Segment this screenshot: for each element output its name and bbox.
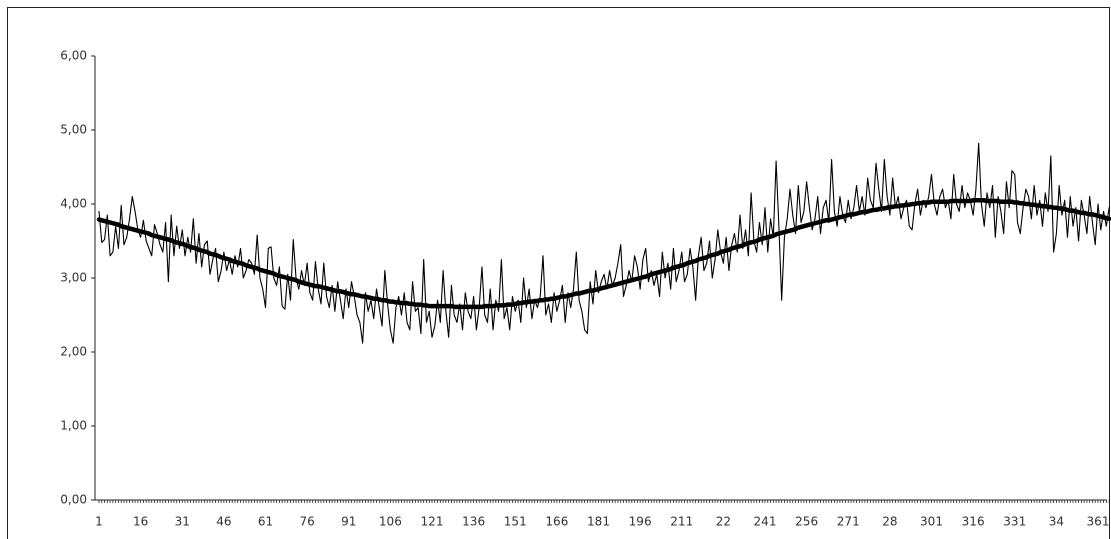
y-tick-label: 1,00 <box>60 419 87 433</box>
x-tick-label: 241 <box>754 515 777 529</box>
x-tick-label: 61 <box>258 515 273 529</box>
x-tick-label: 196 <box>629 515 652 529</box>
x-tick-label: 28 <box>882 515 897 529</box>
x-tick-label: 31 <box>175 515 190 529</box>
y-tick-label: 2,00 <box>60 345 87 359</box>
data-line <box>98 142 1110 344</box>
y-tick-label: 3,00 <box>60 271 87 285</box>
data-line <box>96 198 1111 310</box>
chart-frame <box>7 7 1110 539</box>
y-tick-label: 0,00 <box>60 493 87 507</box>
x-tick-label: 256 <box>795 515 818 529</box>
y-tick-label: 4,00 <box>60 197 87 211</box>
x-tick-label: 22 <box>716 515 731 529</box>
x-tick-label: 91 <box>341 515 356 529</box>
x-tick-label: 46 <box>216 515 231 529</box>
x-tick-label: 136 <box>462 515 485 529</box>
x-tick-label: 16 <box>133 515 148 529</box>
x-tick-label: 316 <box>962 515 985 529</box>
x-tick-label: 271 <box>837 515 860 529</box>
y-tick-label: 6,00 <box>60 49 87 63</box>
x-tick-label: 34 <box>1049 515 1064 529</box>
x-tick-label: 301 <box>920 515 943 529</box>
x-tick-label: 331 <box>1003 515 1026 529</box>
x-tick-label: 106 <box>379 515 402 529</box>
x-tick-label: 76 <box>299 515 314 529</box>
x-tick-label: 211 <box>670 515 693 529</box>
x-tick-label: 151 <box>504 515 527 529</box>
x-tick-label: 166 <box>545 515 568 529</box>
y-tick-label: 5,00 <box>60 123 87 137</box>
x-tick-label: 361 <box>1087 515 1110 529</box>
x-tick-label: 181 <box>587 515 610 529</box>
x-tick-label: 1 <box>95 515 103 529</box>
x-tick-label: 121 <box>421 515 444 529</box>
